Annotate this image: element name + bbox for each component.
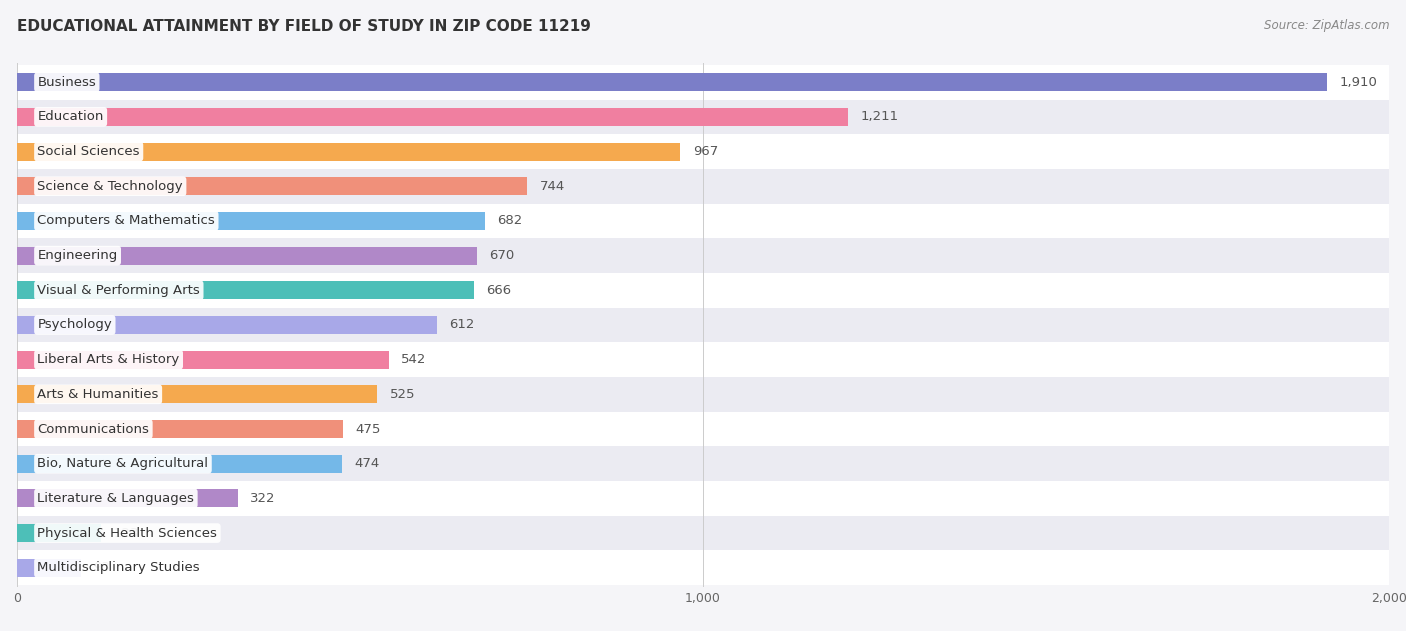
Text: 542: 542 <box>401 353 426 366</box>
Text: 123: 123 <box>114 527 139 540</box>
Text: Computers & Mathematics: Computers & Mathematics <box>38 215 215 227</box>
Text: Psychology: Psychology <box>38 319 112 331</box>
Text: 322: 322 <box>250 492 276 505</box>
Text: 670: 670 <box>489 249 515 262</box>
Bar <box>17 134 1389 169</box>
Text: Engineering: Engineering <box>38 249 118 262</box>
Text: Social Sciences: Social Sciences <box>38 145 141 158</box>
Bar <box>17 490 238 507</box>
Text: Visual & Performing Arts: Visual & Performing Arts <box>38 284 200 297</box>
Text: Education: Education <box>38 110 104 123</box>
Text: 475: 475 <box>356 423 381 435</box>
Bar <box>17 65 1389 100</box>
Text: 682: 682 <box>498 215 523 227</box>
Text: Communications: Communications <box>38 423 149 435</box>
Bar <box>17 247 477 264</box>
Text: 1,910: 1,910 <box>1340 76 1378 89</box>
Bar <box>17 169 1389 204</box>
Text: Arts & Humanities: Arts & Humanities <box>38 388 159 401</box>
Bar <box>17 455 342 473</box>
Bar <box>17 558 80 577</box>
Bar <box>17 386 377 403</box>
Text: 525: 525 <box>389 388 415 401</box>
Bar <box>17 420 343 438</box>
Bar <box>17 73 1327 91</box>
Bar <box>17 212 485 230</box>
Text: Multidisciplinary Studies: Multidisciplinary Studies <box>38 561 200 574</box>
Bar <box>17 143 681 160</box>
Text: 93: 93 <box>93 561 110 574</box>
Bar <box>17 177 527 195</box>
Bar <box>17 204 1389 239</box>
Bar <box>17 316 437 334</box>
Text: 744: 744 <box>540 180 565 192</box>
Bar <box>17 411 1389 446</box>
Bar <box>17 100 1389 134</box>
Text: 612: 612 <box>449 319 474 331</box>
Bar <box>17 481 1389 516</box>
Bar <box>17 239 1389 273</box>
Bar <box>17 524 101 542</box>
Bar <box>17 377 1389 411</box>
Text: EDUCATIONAL ATTAINMENT BY FIELD OF STUDY IN ZIP CODE 11219: EDUCATIONAL ATTAINMENT BY FIELD OF STUDY… <box>17 19 591 34</box>
Text: 1,211: 1,211 <box>860 110 898 123</box>
Text: Source: ZipAtlas.com: Source: ZipAtlas.com <box>1264 19 1389 32</box>
Text: Physical & Health Sciences: Physical & Health Sciences <box>38 527 218 540</box>
Text: Literature & Languages: Literature & Languages <box>38 492 194 505</box>
Bar <box>17 342 1389 377</box>
Bar <box>17 273 1389 308</box>
Text: Science & Technology: Science & Technology <box>38 180 183 192</box>
Bar <box>17 550 1389 585</box>
Bar <box>17 351 388 369</box>
Bar <box>17 516 1389 550</box>
Text: 666: 666 <box>486 284 512 297</box>
Bar <box>17 281 474 299</box>
Text: Liberal Arts & History: Liberal Arts & History <box>38 353 180 366</box>
Text: 474: 474 <box>354 457 380 470</box>
Text: Business: Business <box>38 76 96 89</box>
Bar <box>17 446 1389 481</box>
Bar <box>17 308 1389 342</box>
Bar <box>17 108 848 126</box>
Text: Bio, Nature & Agricultural: Bio, Nature & Agricultural <box>38 457 208 470</box>
Text: 967: 967 <box>693 145 718 158</box>
